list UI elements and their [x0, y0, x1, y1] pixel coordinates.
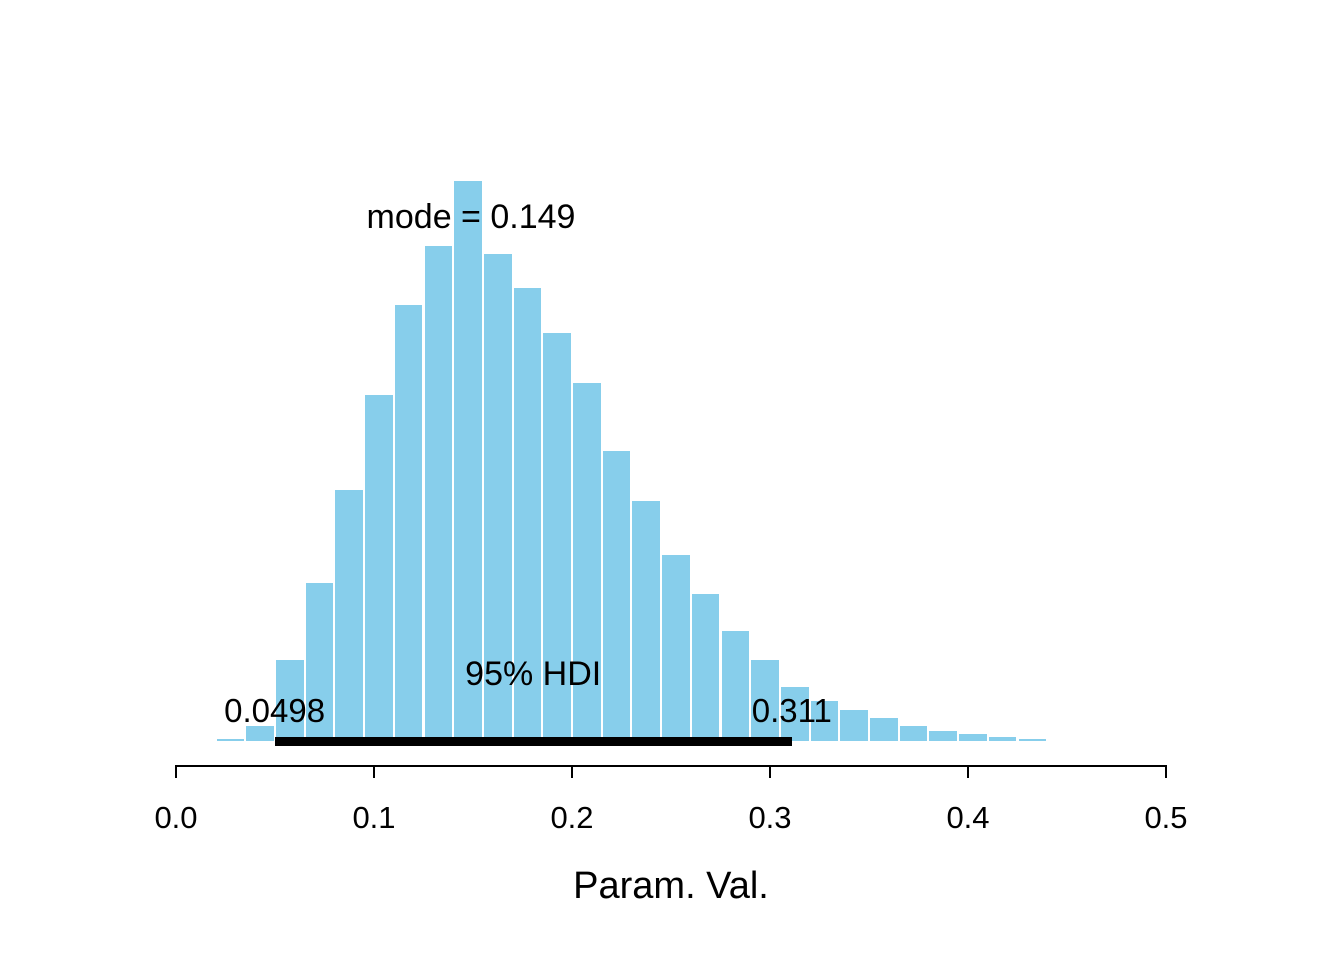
histogram-bar [334, 489, 365, 742]
histogram-bar [423, 245, 454, 742]
histogram-bar [720, 630, 751, 742]
histogram-bar [987, 736, 1018, 742]
x-tick-label: 0.5 [1144, 800, 1188, 835]
histogram-bar [364, 394, 394, 742]
histogram-bar [275, 659, 305, 742]
x-axis-line [176, 765, 1166, 767]
histogram-bar [898, 725, 929, 742]
x-tick-label: 0.0 [154, 800, 198, 835]
histogram-bar [928, 730, 959, 742]
x-axis-tick [571, 765, 573, 778]
hdi-interval-label: 95% HDI [465, 655, 602, 693]
x-axis-tick [1165, 765, 1167, 778]
histogram-bar [453, 180, 483, 742]
x-axis-title: Param. Val. [573, 865, 769, 907]
histogram-bar [869, 717, 899, 742]
x-tick-label: 0.4 [946, 800, 990, 835]
histogram-bar [809, 700, 840, 742]
hdi-line [274, 737, 792, 746]
mode-label: mode = 0.149 [366, 198, 576, 236]
histogram-bar [393, 304, 424, 742]
histogram-bar [601, 450, 632, 742]
x-axis-tick [967, 765, 969, 778]
x-axis-tick [373, 765, 375, 778]
x-axis-tick [769, 765, 771, 778]
histogram-bar [572, 382, 602, 742]
histogram-bar [512, 287, 543, 742]
histogram-bar [245, 725, 275, 742]
histogram-bar [779, 686, 810, 742]
histogram-bar [958, 733, 988, 742]
histogram-bar [1017, 738, 1048, 742]
hdi-low-label: 0.0498 [224, 692, 326, 729]
histogram-bar [304, 582, 335, 742]
x-tick-label: 0.3 [748, 800, 792, 835]
x-axis-tick [175, 765, 177, 778]
histogram-bar [661, 554, 691, 742]
histogram-bar [215, 738, 246, 742]
histogram-bar [631, 500, 662, 742]
x-tick-label: 0.2 [550, 800, 594, 835]
hdi-high-label: 0.311 [751, 692, 832, 729]
histogram-bar [839, 709, 869, 742]
histogram-bar [690, 593, 721, 742]
histogram-bar [750, 659, 780, 742]
histogram-bar [542, 332, 572, 742]
x-tick-label: 0.1 [352, 800, 396, 835]
